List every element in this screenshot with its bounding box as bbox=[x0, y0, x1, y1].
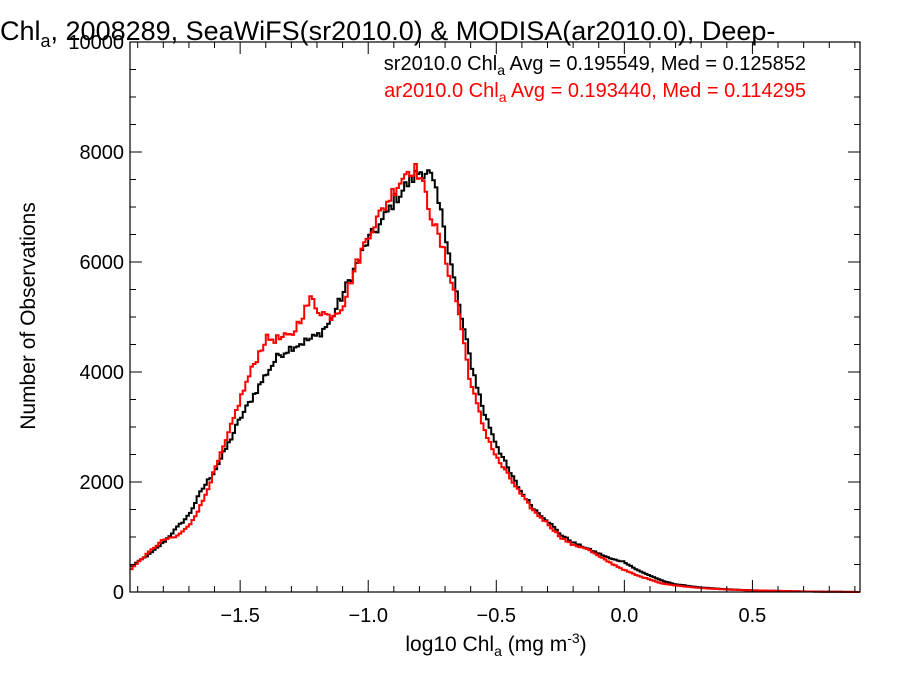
y-tick-label: 10000 bbox=[68, 32, 124, 54]
x-axis-label-subscript: a bbox=[494, 643, 502, 659]
x-tick-label: −1.5 bbox=[220, 605, 259, 627]
y-axis-label: Number of Observations bbox=[17, 202, 40, 430]
chart-title-subscript: a bbox=[41, 31, 52, 51]
legend-sr2010-prefix: sr2010.0 Chl bbox=[384, 53, 497, 75]
y-tick-label: 0 bbox=[113, 582, 124, 604]
series-ar2010.0-histogram bbox=[130, 163, 860, 593]
plot-area: −1.5 −1.0 −0.5 0.0 0.5 0 2000 4000 6000 8000 10000 bbox=[68, 32, 861, 627]
x-axis-label: log10 Chla (mg m-3) bbox=[405, 630, 586, 659]
y-tick-label: 4000 bbox=[80, 362, 125, 384]
series-sr2010.0-histogram bbox=[130, 169, 860, 593]
x-axis-label-main: log10 Chl bbox=[405, 633, 494, 656]
x-axis-label-end: ) bbox=[580, 633, 587, 656]
chart-title-rest: , 2008289, SeaWiFS(sr2010.0) & MODISA(ar… bbox=[51, 16, 776, 46]
plot-frame bbox=[129, 41, 861, 593]
legend-ar2010-prefix: ar2010.0 Chl bbox=[384, 80, 499, 102]
legend-ar2010-suffix: Avg = 0.193440, Med = 0.114295 bbox=[506, 80, 806, 102]
x-axis-label-superscript: -3 bbox=[567, 630, 580, 646]
x-tick-label: 0.5 bbox=[739, 605, 767, 627]
legend-ar2010-subscript: a bbox=[499, 89, 507, 105]
legend-entry-ar2010: ar2010.0 Chla Avg = 0.193440, Med = 0.11… bbox=[384, 80, 806, 105]
legend-sr2010-suffix: Avg = 0.195549, Med = 0.125852 bbox=[505, 53, 806, 75]
x-tick-label: −1.0 bbox=[348, 605, 387, 627]
y-tick-label: 8000 bbox=[80, 142, 125, 164]
legend-entry-sr2010: sr2010.0 Chla Avg = 0.195549, Med = 0.12… bbox=[384, 53, 806, 78]
legend-sr2010-subscript: a bbox=[497, 62, 505, 78]
chart-title-main: Chl bbox=[0, 16, 41, 46]
x-axis-label-units: (mg m bbox=[502, 633, 567, 656]
y-tick-label: 6000 bbox=[80, 252, 125, 274]
chart-title: Chla, 2008289, SeaWiFS(sr2010.0) & MODIS… bbox=[0, 16, 775, 51]
y-tick-label: 2000 bbox=[80, 472, 125, 494]
x-tick-label: 0.0 bbox=[610, 605, 638, 627]
x-tick-label: −0.5 bbox=[477, 605, 516, 627]
